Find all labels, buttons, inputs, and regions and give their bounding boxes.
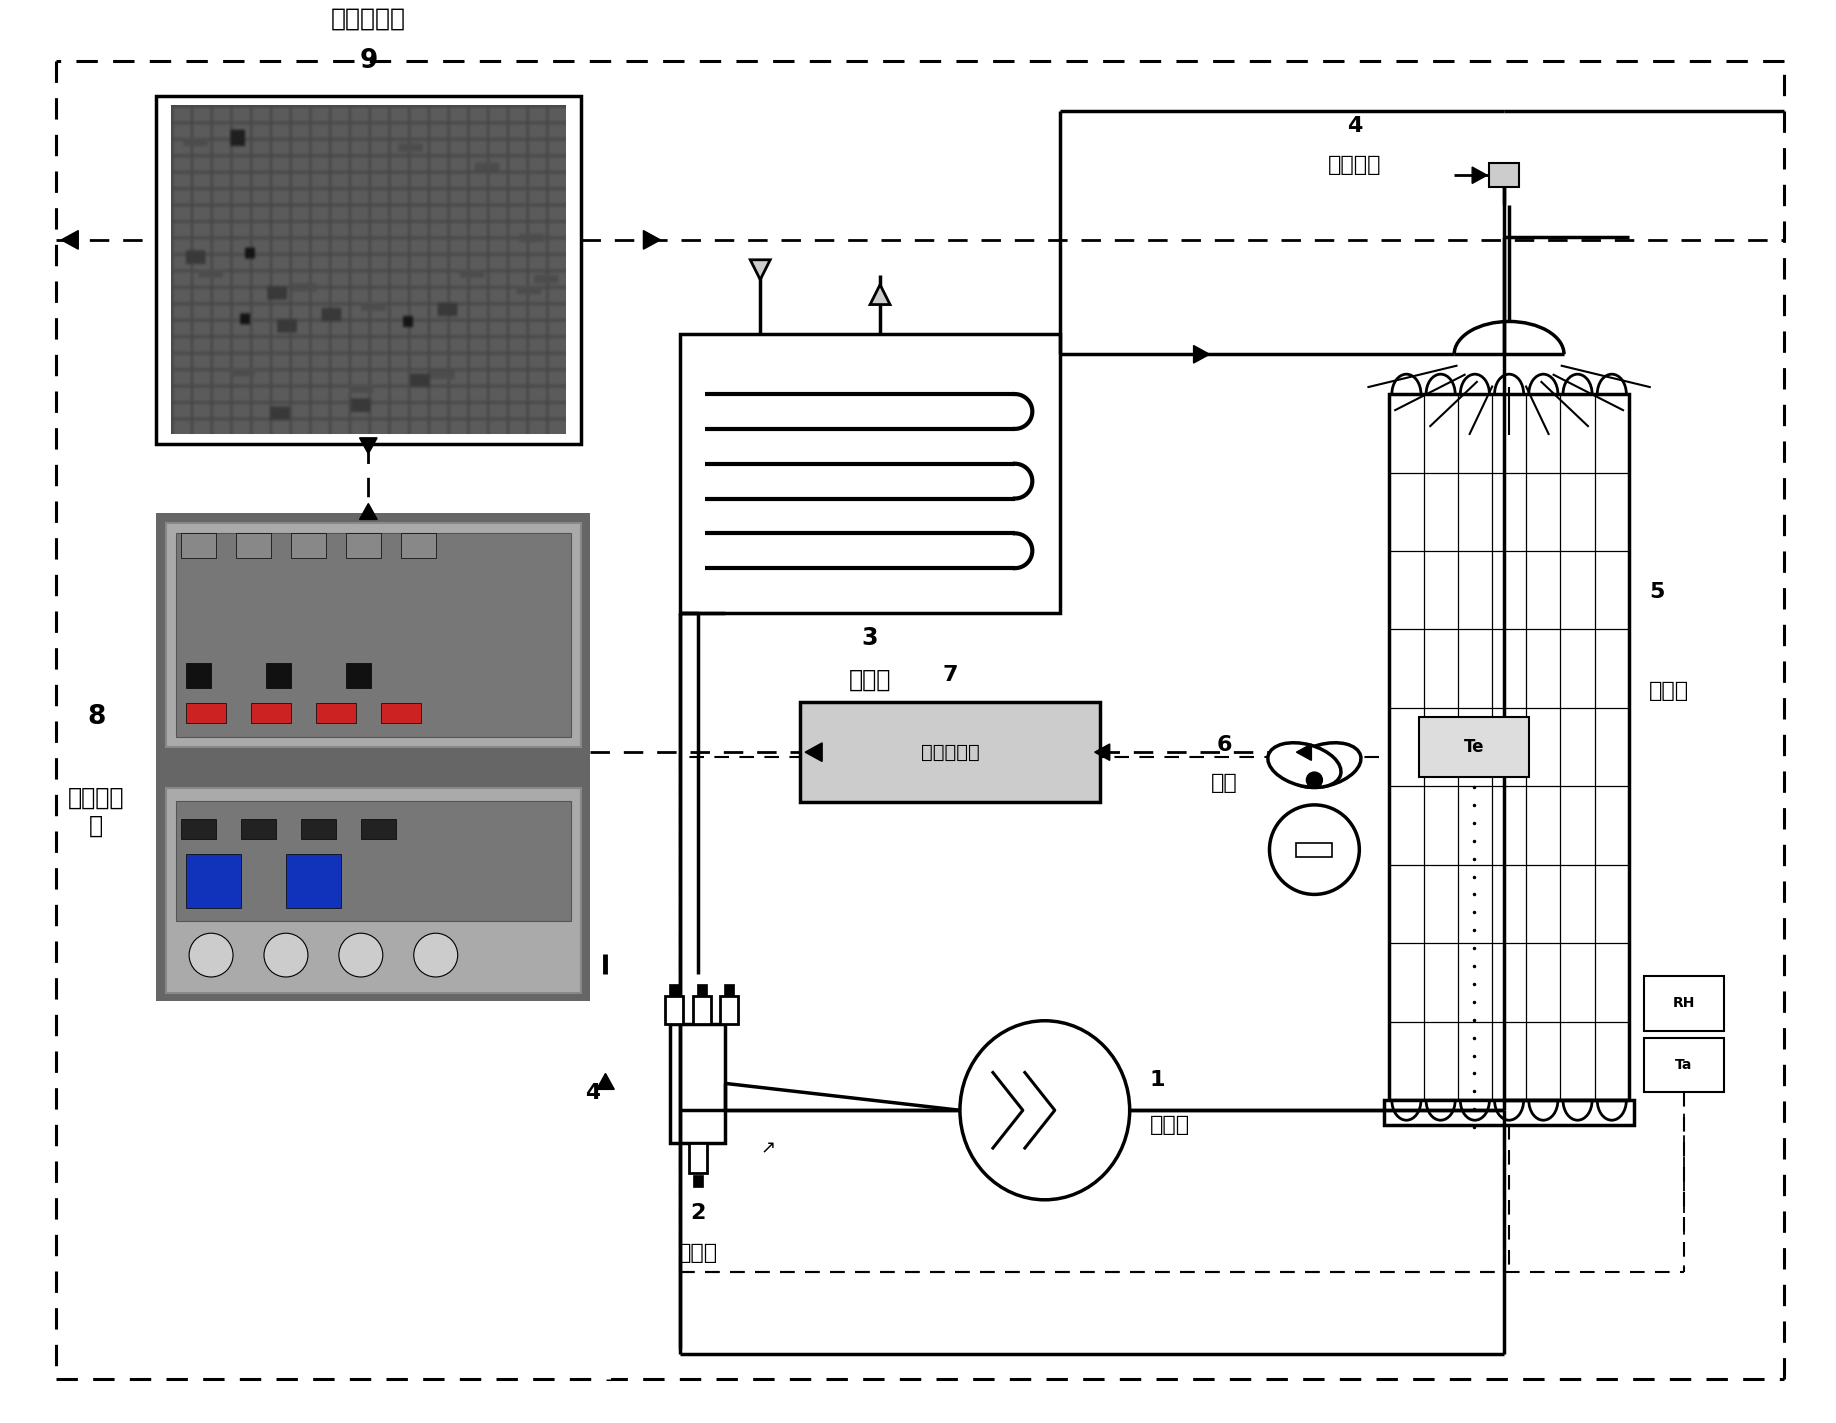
Bar [1384,1100,1634,1126]
Bar [185,854,241,908]
Bar [176,534,571,737]
Polygon shape [1094,744,1109,760]
Text: 机组控制器: 机组控制器 [330,7,406,31]
Polygon shape [360,504,376,519]
Bar [698,983,707,996]
Bar [681,334,1059,613]
Bar [692,1175,703,1187]
Polygon shape [643,231,661,249]
Bar [688,1143,707,1173]
Bar [800,703,1100,803]
Polygon shape [1296,744,1311,760]
Bar [1296,842,1333,857]
Bar [670,983,679,996]
Text: 电流互感器: 电流互感器 [920,743,979,761]
Text: 冷凝器: 冷凝器 [848,667,890,692]
Circle shape [413,933,457,978]
Polygon shape [1193,346,1210,363]
Bar [237,534,272,558]
Bar [252,703,290,723]
Circle shape [1307,773,1322,788]
Bar [286,854,341,908]
Circle shape [340,933,384,978]
Circle shape [189,933,233,978]
Text: 4: 4 [1346,115,1362,135]
Ellipse shape [1287,743,1360,787]
Ellipse shape [1269,743,1340,787]
Text: RH: RH [1673,996,1695,1010]
Bar [165,788,580,993]
Bar [290,534,327,558]
Bar [241,818,275,838]
Bar [380,703,420,723]
Bar [156,514,591,1000]
Text: 4: 4 [586,1083,600,1103]
Text: 蒸发器: 蒸发器 [1649,680,1689,700]
Bar [723,983,734,996]
Polygon shape [360,438,376,454]
Polygon shape [61,231,79,249]
Bar [185,703,226,723]
Bar [182,818,217,838]
Bar [1643,976,1724,1030]
Polygon shape [870,285,890,305]
Bar [1390,394,1629,1100]
Bar [316,703,356,723]
Bar [345,534,380,558]
Text: 节流装置: 节流装置 [1327,155,1381,175]
Text: 6: 6 [1217,736,1232,756]
Text: 3: 3 [861,626,878,650]
Bar [362,818,397,838]
Bar [670,1023,725,1143]
Text: 2: 2 [690,1202,705,1222]
Text: 四通阀: 四通阀 [677,1242,718,1262]
Bar [400,534,435,558]
Bar [176,801,571,921]
Polygon shape [1472,166,1487,184]
Bar [266,663,290,687]
Bar [1643,1037,1724,1093]
Bar [1489,164,1518,188]
Circle shape [1269,805,1359,895]
Polygon shape [751,260,771,280]
Text: ↗: ↗ [760,1138,775,1157]
Bar [301,818,336,838]
Bar [185,663,211,687]
Text: Ta: Ta [1674,1059,1693,1072]
Bar [165,524,580,747]
Circle shape [264,933,308,978]
Bar [1419,717,1529,777]
Bar [720,996,738,1023]
Text: 风机: 风机 [1212,773,1237,793]
Text: 9: 9 [360,48,378,74]
Text: Te: Te [1463,739,1485,756]
Ellipse shape [960,1020,1129,1200]
Polygon shape [597,1073,615,1090]
Bar [692,996,711,1023]
Text: 1: 1 [1149,1070,1166,1090]
Text: 7: 7 [942,665,958,684]
Text: 5: 5 [1649,582,1663,602]
Polygon shape [806,743,823,761]
Text: 除霜控制
器: 除霜控制 器 [68,785,125,838]
Bar [665,996,683,1023]
Bar [345,663,371,687]
Bar [182,534,217,558]
Text: 8: 8 [86,704,105,730]
Bar [156,95,580,444]
Text: 压缩机: 压缩机 [1149,1116,1190,1136]
